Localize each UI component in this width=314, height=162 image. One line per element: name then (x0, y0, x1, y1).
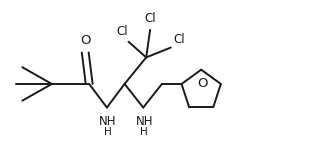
Text: H: H (140, 127, 148, 137)
Text: Cl: Cl (117, 25, 128, 38)
Text: O: O (80, 34, 90, 47)
Text: O: O (197, 77, 208, 90)
Text: Cl: Cl (144, 12, 156, 25)
Text: NH: NH (99, 115, 116, 128)
Text: NH: NH (135, 115, 153, 128)
Text: Cl: Cl (174, 33, 186, 46)
Text: H: H (104, 127, 112, 137)
